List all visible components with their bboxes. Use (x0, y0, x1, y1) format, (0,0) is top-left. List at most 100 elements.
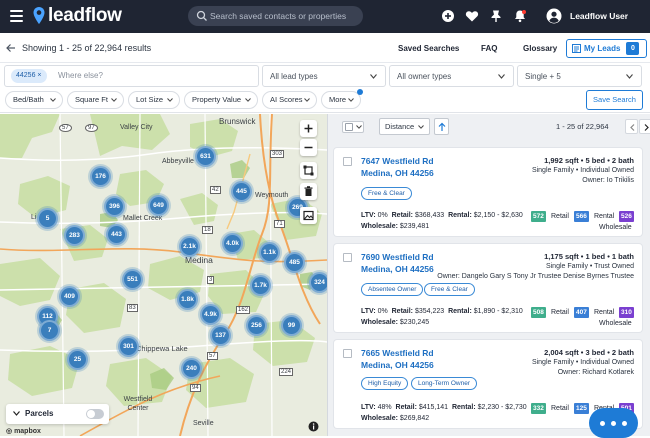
search-input[interactable] (210, 8, 360, 24)
route-marker: 71 (274, 220, 285, 228)
back-arrow-icon[interactable] (6, 43, 16, 53)
ai-scores-filter[interactable]: AI Scores (262, 91, 317, 109)
map-cluster[interactable]: 649 (148, 195, 169, 216)
user-name[interactable]: Leadflow User (570, 11, 629, 21)
parcels-toggle[interactable] (86, 409, 104, 419)
lead-tag[interactable]: Free & Clear (361, 187, 412, 200)
retail-value: $368,433 (414, 212, 445, 219)
add-icon[interactable] (441, 9, 455, 23)
lead-tag[interactable]: Free & Clear (424, 283, 475, 296)
location-filter[interactable]: 44256 × Where else? (4, 65, 259, 87)
remove-chip-icon[interactable]: × (37, 72, 42, 79)
plus-icon (304, 124, 313, 133)
lot-size-filter[interactable]: Lot Size (128, 91, 180, 109)
map-cluster[interactable]: 1.7k (250, 275, 271, 296)
map-cluster[interactable]: 631 (195, 146, 216, 167)
pin-icon[interactable] (489, 9, 503, 23)
property-types-select[interactable]: Single + 5 (517, 65, 642, 87)
map-cluster[interactable]: 4.0k (222, 233, 243, 254)
more-actions-button[interactable] (589, 408, 638, 438)
chevron-down-icon[interactable] (13, 411, 20, 416)
map-cluster[interactable]: 25 (67, 349, 88, 370)
user-avatar-icon[interactable] (546, 8, 562, 24)
zoom-in-button[interactable] (300, 120, 317, 137)
map-cluster[interactable]: 396 (104, 196, 125, 217)
lead-tag[interactable]: High Equity (361, 377, 409, 390)
map-cluster[interactable]: 485 (284, 252, 305, 273)
zoom-out-button[interactable] (300, 139, 317, 156)
map-cluster[interactable]: 301 (118, 336, 139, 357)
info-icon[interactable] (308, 421, 319, 432)
property-street[interactable]: 7665 Westfield Rd (361, 348, 434, 358)
property-checkbox[interactable] (343, 349, 352, 358)
glossary-link[interactable]: Glossary (523, 44, 558, 53)
minus-icon (304, 146, 313, 149)
map-cluster[interactable]: 256 (246, 315, 267, 336)
map-cluster[interactable]: 551 (122, 269, 143, 290)
property-city[interactable]: Medina, OH 44256 (361, 168, 434, 178)
map-cluster[interactable]: 409 (59, 286, 80, 307)
next-page-button[interactable] (639, 119, 650, 134)
app-logo[interactable]: leadflow (32, 5, 122, 27)
map-cluster[interactable]: 137 (210, 325, 231, 346)
property-street[interactable]: 7690 Westfield Rd (361, 252, 434, 262)
property-city[interactable]: Medina, OH 44256 (361, 360, 434, 370)
square-ft-filter[interactable]: Square Ft (67, 91, 124, 109)
map-cluster[interactable]: 176 (90, 166, 111, 187)
sort-direction-button[interactable] (434, 118, 449, 135)
property-checkbox[interactable] (343, 157, 352, 166)
wholesale-score-badge: 526 (619, 211, 634, 222)
zip-chip[interactable]: 44256 × (11, 69, 47, 83)
map-cluster[interactable]: 283 (64, 225, 85, 246)
property-card[interactable]: 7665 Westfield Rd Medina, OH 44256 2,004… (334, 340, 642, 428)
lead-tag[interactable]: Absentee Owner (361, 283, 424, 296)
map-cluster[interactable]: 4.9k (200, 304, 221, 325)
bed-bath-filter[interactable]: Bed/Bath (5, 91, 63, 109)
sort-select[interactable]: Distance (379, 118, 430, 135)
map-cluster[interactable]: 2.1k (179, 236, 200, 257)
map-cluster[interactable]: 1.8k (177, 289, 198, 310)
location-input[interactable]: Where else? (58, 71, 103, 80)
map-cluster[interactable]: 1.1k (259, 242, 280, 263)
select-all-checkbox[interactable] (342, 121, 364, 133)
my-leads-button[interactable]: My Leads 0 (566, 39, 647, 58)
property-value-filter[interactable]: Property Value (184, 91, 258, 109)
more-filters-button[interactable]: More (321, 89, 363, 109)
saved-searches-link[interactable]: Saved Searches (398, 44, 460, 53)
notification-bell-icon[interactable] (513, 9, 527, 23)
map-cluster[interactable]: 99 (281, 315, 302, 336)
property-checkbox[interactable] (343, 253, 352, 262)
clear-drawing-button[interactable] (300, 183, 317, 200)
town-label: Westfield Center (123, 396, 153, 412)
map-cluster[interactable]: 240 (181, 358, 202, 379)
retail-score-badge: 508 (531, 307, 546, 318)
hamburger-menu-icon[interactable] (10, 10, 23, 22)
map-view[interactable]: Brunswick Valley City Abbeyville Mallet … (0, 114, 327, 436)
global-search[interactable] (188, 6, 363, 26)
map-cluster[interactable]: 324 (309, 272, 327, 293)
property-street[interactable]: 7647 Westfield Rd (361, 156, 434, 166)
chevron-down-icon (356, 125, 362, 129)
owner-types-select[interactable]: All owner types (389, 65, 514, 87)
rental-value: $2,150 - $2,630 (473, 212, 523, 219)
lead-types-select[interactable]: All lead types (262, 65, 386, 87)
heart-icon[interactable] (465, 9, 479, 23)
property-card[interactable]: 7690 Westfield Rd Medina, OH 44256 1,175… (334, 244, 642, 332)
parcels-toggle-panel[interactable]: Parcels (6, 404, 109, 424)
property-specs: 1,992 sqft • 5 bed • 2 bath (544, 156, 634, 165)
faq-link[interactable]: FAQ (481, 44, 498, 53)
draw-area-button[interactable] (300, 162, 317, 179)
map-cluster[interactable]: 443 (106, 224, 127, 245)
property-city[interactable]: Medina, OH 44256 (361, 264, 434, 274)
location-pin-icon (33, 7, 45, 24)
rental-score-badge: 125 (574, 403, 589, 414)
map-cluster[interactable]: 5 (37, 208, 58, 229)
map-style-button[interactable] (300, 207, 317, 224)
save-search-button[interactable]: Save Search (586, 90, 643, 110)
map-cluster[interactable]: 445 (231, 181, 252, 202)
trash-icon (304, 186, 313, 196)
map-cluster[interactable]: 7 (39, 320, 60, 341)
previous-page-button[interactable] (625, 119, 638, 134)
property-card[interactable]: 7647 Westfield Rd Medina, OH 44256 1,992… (334, 148, 642, 236)
lead-tag[interactable]: Long-Term Owner (411, 377, 478, 390)
